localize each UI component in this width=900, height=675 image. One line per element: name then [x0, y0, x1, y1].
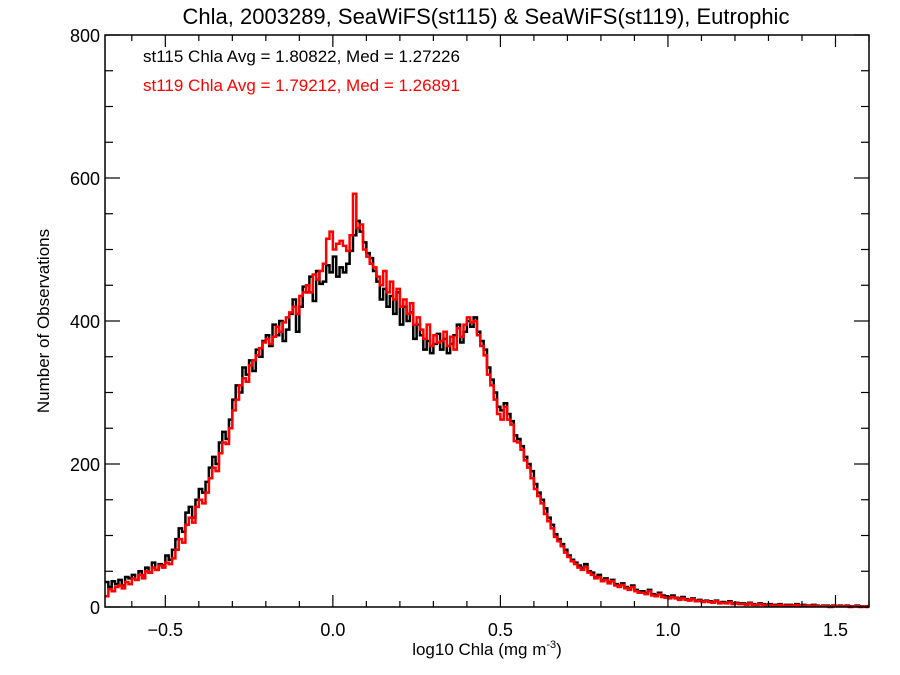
series-line-st119 — [105, 192, 869, 609]
plot-frame — [104, 34, 870, 608]
x-axis-label-main: log10 Chla (mg m — [412, 640, 546, 659]
y-tick-label: 200 — [70, 455, 100, 475]
y-tick-label: 600 — [70, 169, 100, 189]
annotation-st119: st119 Chla Avg = 1.79212, Med = 1.26891 — [143, 76, 460, 95]
x-tick-label: 0.5 — [488, 620, 513, 640]
y-tick-label: 400 — [70, 312, 100, 332]
x-tick-label: 0.0 — [320, 620, 345, 640]
x-axis-label: log10 Chla (mg m-3) — [412, 639, 562, 659]
x-axis-label-superscript: -3 — [546, 639, 556, 651]
x-tick-label: 1.0 — [655, 620, 680, 640]
series-line-st115 — [105, 219, 869, 608]
series-layer — [105, 192, 869, 609]
y-tick-label: 800 — [70, 26, 100, 46]
ticks-layer: −0.5 0.0 0.5 1.0 1.5 0 200 400 600 800 — [70, 26, 870, 640]
annotation-st115: st115 Chla Avg = 1.80822, Med = 1.27226 — [143, 47, 460, 66]
x-tick-label: −0.5 — [148, 620, 184, 640]
chart-title: Chla, 2003289, SeaWiFS(st115) & SeaWiFS(… — [183, 4, 790, 29]
x-axis-label-suffix: ) — [556, 640, 562, 659]
y-tick-label: 0 — [90, 598, 100, 618]
y-axis-label: Number of Observations — [34, 229, 53, 413]
x-tick-label: 1.5 — [823, 620, 848, 640]
